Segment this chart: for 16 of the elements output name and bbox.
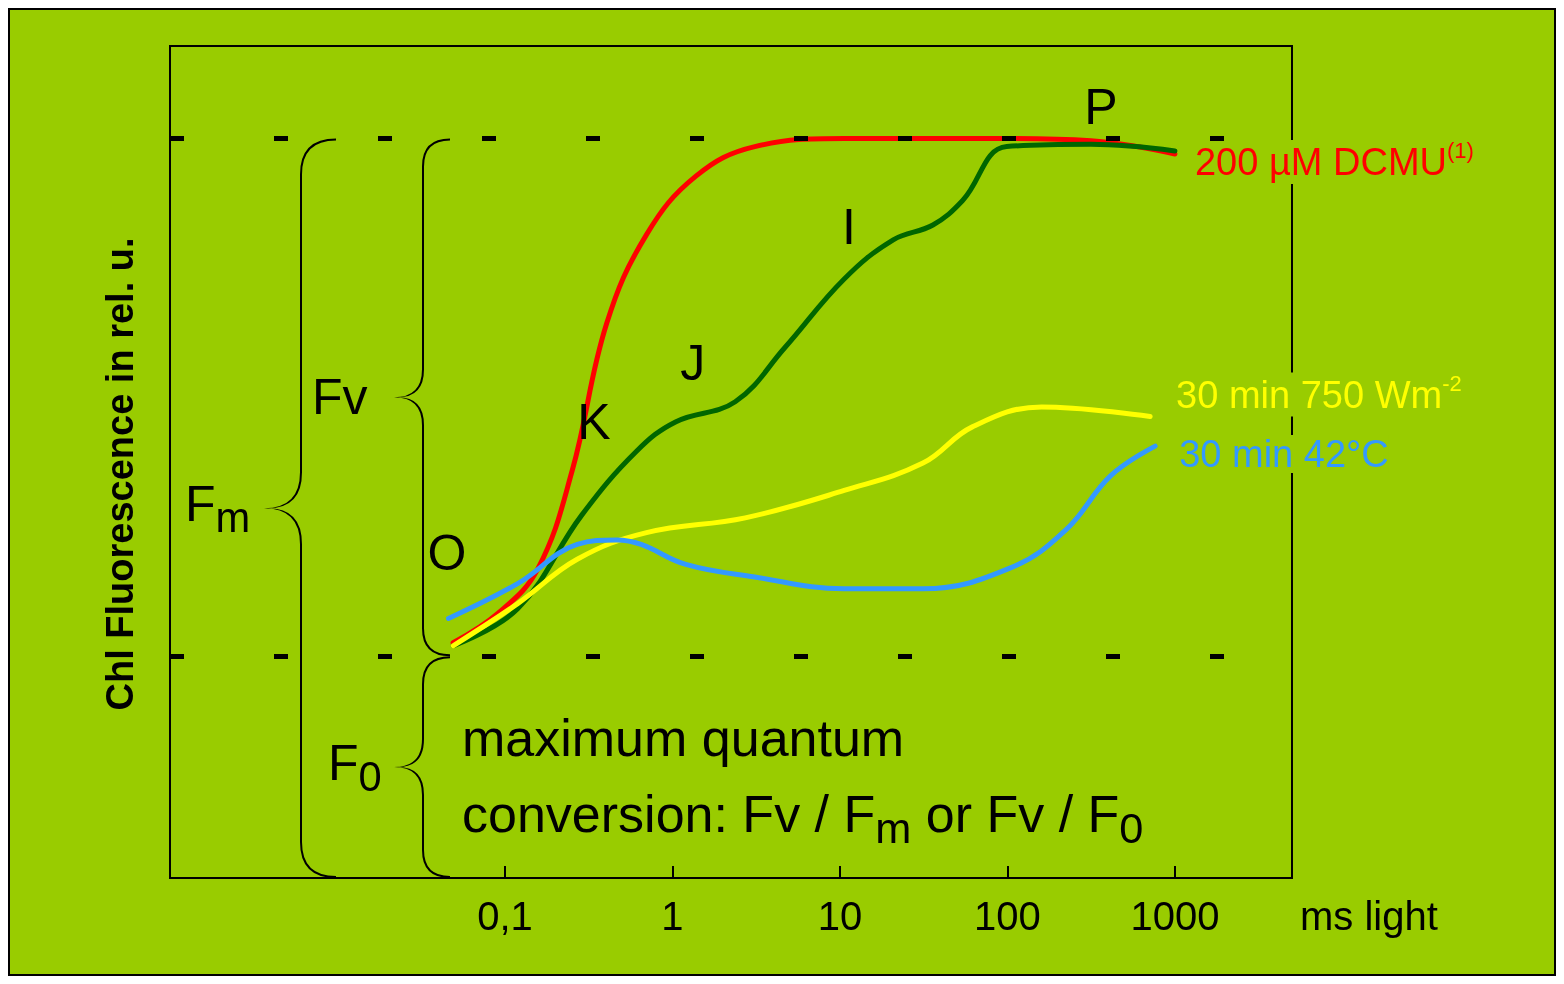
x-tick-label: 10 — [817, 894, 863, 938]
annotation: Fv — [312, 368, 368, 428]
y-axis-title: Chl Fluorescence in rel. u. — [99, 237, 141, 711]
annotation: F$_{m}$ — [185, 475, 251, 543]
annotation: O — [427, 523, 467, 583]
x-tick-label: 1 — [661, 894, 684, 938]
text: P — [1084, 77, 1118, 137]
annotation: J — [680, 333, 706, 393]
series-label: 30 min 42°C — [1179, 433, 1389, 476]
x-tick-label: 0,1 — [477, 894, 533, 938]
x-axis-title: ms light — [1300, 894, 1438, 938]
annotation: F$_{0}$ — [328, 733, 382, 802]
x-tick-label: 1000 — [1130, 894, 1220, 938]
annotation: maximum quantum conversion: Fv / F$_{m}$ or Fv / F$_{0}$ — [462, 708, 1144, 854]
x-tick-label: 100 — [974, 894, 1041, 938]
annotation: I — [841, 197, 856, 257]
